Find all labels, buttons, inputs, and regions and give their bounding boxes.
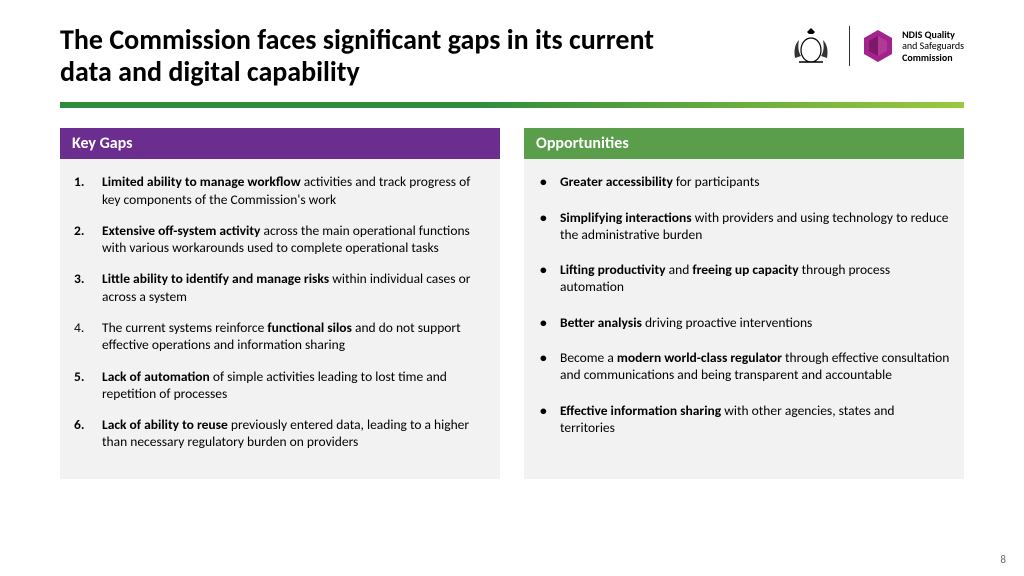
content-columns: Key Gaps Limited ability to manage workf… bbox=[0, 108, 1024, 478]
page-number: 8 bbox=[1000, 553, 1006, 566]
opportunity-item: Greater accessibility for participants bbox=[538, 173, 950, 190]
opportunity-item: Lifting productivity and freeing up capa… bbox=[538, 261, 950, 296]
gap-item: Limited ability to manage workflow activ… bbox=[74, 173, 486, 208]
key-gaps-panel: Key Gaps Limited ability to manage workf… bbox=[60, 128, 500, 478]
gap-item: Lack of ability to reuse previously ente… bbox=[74, 416, 486, 451]
logo-line3: Commission bbox=[902, 51, 953, 64]
key-gaps-body: Limited ability to manage workflow activ… bbox=[60, 159, 500, 478]
opportunity-item: Simplifying interactions with providers … bbox=[538, 209, 950, 244]
opportunities-body: Greater accessibility for participants Si… bbox=[524, 159, 964, 468]
opportunities-list: Greater accessibility for participants Si… bbox=[538, 173, 950, 436]
logo-block: NDIS Quality and Safeguards Commission bbox=[783, 24, 964, 68]
key-gaps-list: Limited ability to manage workflow activ… bbox=[74, 173, 486, 450]
slide-title: The Commission faces significant gaps in… bbox=[60, 24, 680, 88]
slide-header: The Commission faces significant gaps in… bbox=[0, 0, 1024, 88]
gap-item: Lack of automation of simple activities … bbox=[74, 368, 486, 403]
gap-item: The current systems reinforce functional… bbox=[74, 319, 486, 354]
ndis-logo: NDIS Quality and Safeguards Commission bbox=[860, 28, 964, 64]
opportunity-item: Better analysis driving proactive interv… bbox=[538, 314, 950, 331]
logo-divider bbox=[849, 26, 850, 66]
key-gaps-header: Key Gaps bbox=[60, 128, 500, 159]
hexagon-icon bbox=[860, 28, 896, 64]
gap-item: Extensive off-system activity across the… bbox=[74, 222, 486, 257]
opportunity-item: Become a modern world-class regulator th… bbox=[538, 349, 950, 384]
logo-text: NDIS Quality and Safeguards Commission bbox=[902, 29, 964, 64]
opportunities-header: Opportunities bbox=[524, 128, 964, 159]
opportunity-item: Effective information sharing with other… bbox=[538, 402, 950, 437]
opportunities-panel: Opportunities Greater accessibility for … bbox=[524, 128, 964, 478]
gap-item: Little ability to identify and manage ri… bbox=[74, 270, 486, 305]
coat-of-arms-icon bbox=[783, 24, 839, 68]
